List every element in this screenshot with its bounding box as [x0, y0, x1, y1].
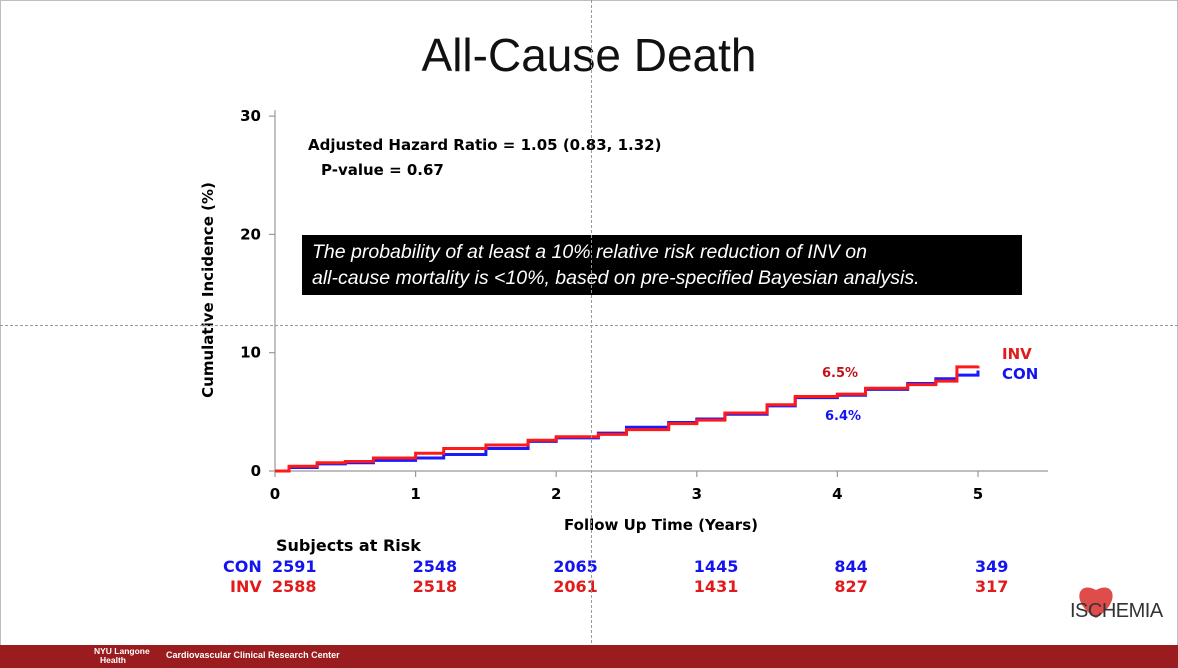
p-value-text: P-value = 0.67 [321, 161, 444, 179]
x-tick-label: 3 [692, 485, 702, 503]
inv-percent-label: 6.5% [822, 366, 858, 381]
x-tick-label: 4 [832, 485, 842, 503]
center-name: Cardiovascular Clinical Research Center [166, 650, 340, 660]
x-tick-label: 0 [270, 485, 280, 503]
y-tick-label: 0 [251, 462, 261, 480]
risk-inv-value: 2588 [272, 577, 317, 596]
risk-inv-value: 827 [834, 577, 868, 596]
con-percent-label: 6.4% [825, 409, 861, 424]
series-line-inv [275, 365, 980, 473]
chart-axes: 0 10 20 30 0 1 2 3 4 5 [240, 107, 1048, 503]
risk-con-value: 2591 [272, 557, 317, 576]
risk-con-value: 349 [975, 557, 1009, 576]
ischemia-heart-icon [1079, 587, 1113, 618]
series-line-con [275, 370, 980, 473]
nyu-langone-logo: NYU Langone Health [94, 647, 150, 665]
risk-con-label: CON [223, 557, 262, 576]
footer-bar [0, 645, 1178, 668]
bayesian-note-box: The probability of at least a 10% relati… [302, 235, 1022, 295]
legend-con: CON [1002, 365, 1038, 383]
nyu-line-1: NYU Langone [94, 646, 150, 656]
y-axis-label: Cumulative Incidence (%) [199, 182, 217, 398]
x-tick-label: 2 [551, 485, 561, 503]
risk-inv-label: INV [230, 577, 262, 596]
risk-table-header: Subjects at Risk [276, 536, 421, 555]
slide-title: All-Cause Death [421, 29, 757, 81]
note-line-1: The probability of at least a 10% relati… [312, 241, 867, 263]
risk-con-value: 1445 [693, 557, 739, 576]
x-tick-label: 1 [410, 485, 420, 503]
y-tick-label: 10 [240, 344, 261, 362]
x-tick-label: 5 [973, 485, 983, 503]
y-tick-label: 30 [240, 107, 261, 125]
risk-inv-value: 2518 [412, 577, 458, 596]
ischemia-logo-text: ISCHEMIA [1070, 600, 1163, 622]
risk-inv-value: 2061 [553, 577, 598, 596]
chart-series [275, 365, 980, 473]
risk-con-value: 2548 [412, 557, 458, 576]
horizontal-guide-line [0, 325, 1178, 326]
x-axis-label: Follow Up Time (Years) [564, 516, 758, 534]
note-line-2: all-cause mortality is <10%, based on pr… [312, 267, 920, 289]
legend-inv: INV [1002, 345, 1032, 363]
nyu-line-2: Health [100, 655, 126, 665]
vertical-guide-line [591, 0, 592, 668]
hazard-ratio-text: Adjusted Hazard Ratio = 1.05 (0.83, 1.32… [308, 136, 661, 154]
y-tick-label: 20 [240, 225, 261, 243]
risk-con-value: 2065 [553, 557, 598, 576]
risk-inv-value: 1431 [693, 577, 739, 596]
risk-con-value: 844 [834, 557, 868, 576]
risk-inv-value: 317 [975, 577, 1009, 596]
